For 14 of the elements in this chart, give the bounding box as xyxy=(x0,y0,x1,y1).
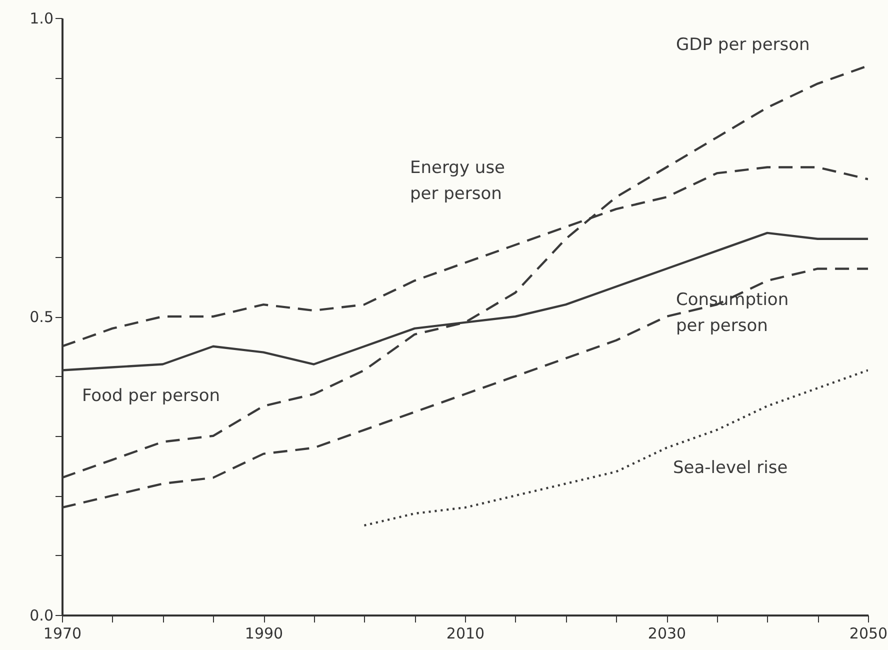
x-tick-label: 1970 xyxy=(43,624,82,642)
y-tick-label: 0.5 xyxy=(30,308,54,326)
text: Energy use per person xyxy=(410,158,506,204)
x-tick-label: 2010 xyxy=(446,624,485,642)
line-series xyxy=(363,369,868,527)
y-tick-label: 1.0 xyxy=(30,10,54,28)
x-tick-label: 2050 xyxy=(849,624,888,642)
x-tick-label: 1990 xyxy=(244,624,284,642)
series-label: Consumption per person xyxy=(676,290,789,336)
y-tick-label: 0.0 xyxy=(30,606,54,624)
series-label: Food per person xyxy=(82,386,220,406)
series-label: GDP per person xyxy=(676,35,810,55)
x-tick-label: 2030 xyxy=(648,624,686,642)
series-label: Sea-level rise xyxy=(673,458,788,478)
